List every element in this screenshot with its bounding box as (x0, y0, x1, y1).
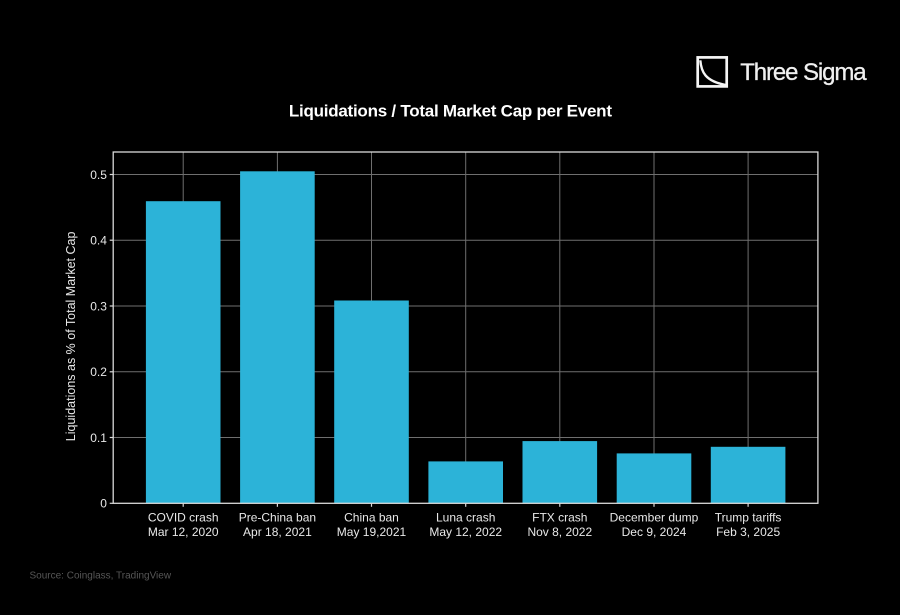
svg-text:December dump: December dump (610, 511, 699, 525)
svg-text:0.1: 0.1 (90, 431, 107, 445)
svg-text:Source: Coinglass, TradingView: Source: Coinglass, TradingView (30, 571, 172, 582)
svg-text:COVID crash: COVID crash (148, 511, 219, 525)
svg-text:FTX crash: FTX crash (532, 511, 587, 525)
svg-text:Pre-China ban: Pre-China ban (239, 511, 316, 525)
svg-text:Nov 8, 2022: Nov 8, 2022 (527, 525, 592, 539)
svg-text:0.4: 0.4 (90, 234, 107, 248)
svg-text:Liquidations / Total Market Ca: Liquidations / Total Market Cap per Even… (289, 102, 612, 121)
svg-text:Three Sigma: Three Sigma (740, 59, 867, 86)
svg-text:May 12, 2022: May 12, 2022 (429, 525, 502, 539)
svg-text:May 19,2021: May 19,2021 (337, 525, 407, 539)
svg-text:Trump tariffs: Trump tariffs (715, 511, 782, 525)
svg-text:Feb 3, 2025: Feb 3, 2025 (716, 525, 780, 539)
svg-text:Dec 9, 2024: Dec 9, 2024 (622, 525, 687, 539)
svg-text:Apr 18, 2021: Apr 18, 2021 (243, 525, 312, 539)
svg-text:0: 0 (100, 497, 107, 511)
svg-text:0.5: 0.5 (90, 168, 107, 182)
svg-text:Liquidations as % of Total Mar: Liquidations as % of Total Market Cap (64, 232, 78, 442)
svg-text:0.3: 0.3 (90, 299, 107, 313)
svg-text:China ban: China ban (344, 511, 399, 525)
svg-text:0.2: 0.2 (90, 365, 107, 379)
svg-text:Luna crash: Luna crash (436, 511, 495, 525)
svg-text:Mar 12, 2020: Mar 12, 2020 (148, 525, 219, 539)
